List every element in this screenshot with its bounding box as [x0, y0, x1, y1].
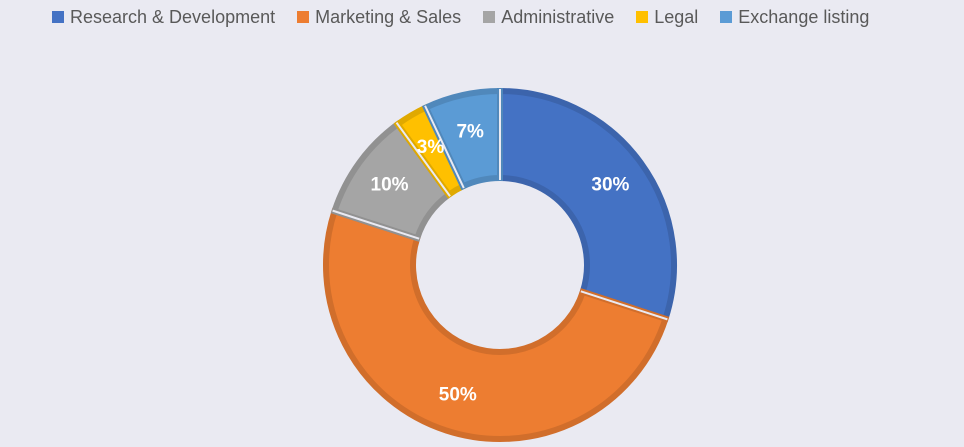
legend-item-administrative: Administrative [483, 5, 614, 29]
legend-swatch [297, 11, 310, 23]
legend-item-legal: Legal [636, 5, 698, 29]
legend-label: Legal [654, 7, 699, 27]
chart-legend: Research & Development Marketing & Sales… [52, 5, 964, 29]
legend-item-research-development: Research & Development [52, 5, 275, 29]
legend-swatch [52, 11, 64, 23]
legend-label: Administrative [501, 7, 615, 27]
legend-item-exchange-listing: Exchange listing [720, 5, 869, 29]
legend-label: Research & Development [70, 7, 276, 27]
legend-item-marketing-sales: Marketing & Sales [297, 5, 461, 29]
slice-marketing-sales [323, 207, 670, 442]
legend-label: Exchange listing [738, 7, 870, 27]
legend-swatch [483, 11, 496, 23]
data-label-research-development: 30% [591, 174, 629, 195]
slice-separator [332, 209, 420, 240]
legend-swatch [636, 11, 649, 23]
legend-swatch [720, 11, 733, 23]
slice-separator [424, 105, 465, 189]
data-label-exchange-listing: 7% [456, 121, 484, 142]
legend-label: Marketing & Sales [315, 7, 462, 27]
slice-research-development [497, 87, 677, 323]
data-label-marketing-sales: 50% [439, 384, 477, 405]
slice-separator [395, 122, 451, 197]
data-label-administrative: 10% [371, 174, 409, 195]
data-label-legal: 3% [417, 137, 445, 158]
slice-separator [580, 290, 668, 321]
